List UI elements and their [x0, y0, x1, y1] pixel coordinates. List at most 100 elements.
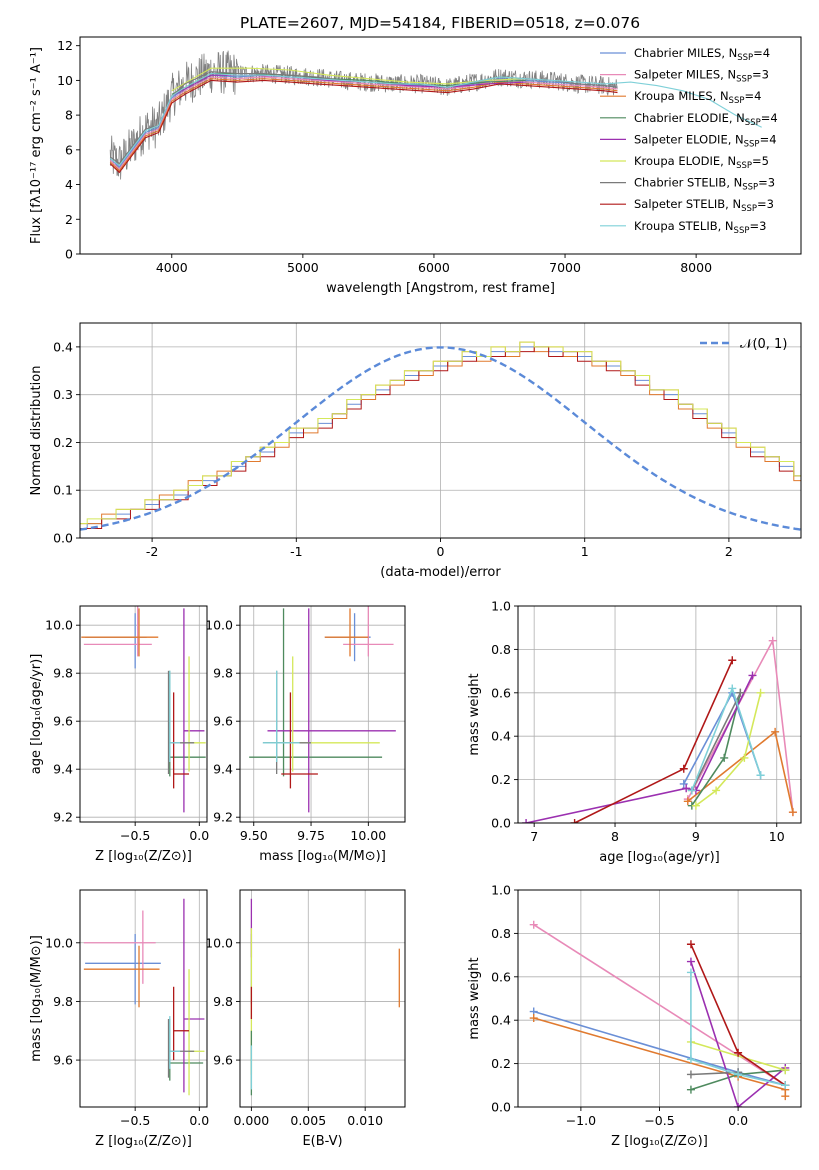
- spectrum-series-salpeter-stelib: [109, 79, 618, 174]
- spectrum-panel: 4000 5000 6000 7000 8000 0 2 4 6 8 10 12 wavelength …: [29, 36, 802, 296]
- mass-vs-Z-xlabel: Z [log₁₀(Z/Z⊙)]: [95, 1134, 192, 1149]
- histogram-series-kroupa-elodie: [80, 341, 801, 525]
- spectrum-legend-label: Kroupa ELODIE, NSSP=5: [634, 154, 769, 171]
- age-vs-Z-ytick-label: 10.0: [45, 618, 73, 633]
- weight-vs-Z-ytick-label: 0.2: [491, 1056, 511, 1071]
- mass-vs-Z-ytick-label: 9.8: [53, 994, 73, 1009]
- weight-vs-age-point-marker: [691, 801, 700, 810]
- age-vs-mass-xtick-label: 9.75: [297, 828, 325, 843]
- weight-vs-Z-point-marker: [781, 1081, 790, 1090]
- weight-vs-age-point-marker: [679, 764, 688, 773]
- weight-vs-age-point-marker: [756, 688, 765, 697]
- spectrum-ytick-label: 8: [65, 108, 73, 123]
- weight-vs-age-ytick-label: 0.4: [491, 729, 511, 744]
- spectrum-ytick-label: 12: [57, 38, 73, 53]
- mass-vs-Z-ytick-label: 9.6: [53, 1053, 73, 1068]
- weight-vs-age-frame: [517, 605, 802, 824]
- age-vs-Z-ytick-label: 9.2: [53, 810, 73, 825]
- residuals-ytick-label: 0.2: [53, 435, 73, 450]
- residuals-ytick-label: 0.0: [53, 531, 73, 546]
- weight-vs-Z-point-marker: [686, 957, 695, 966]
- weight-vs-Z-ytick-label: 0.0: [491, 1100, 511, 1115]
- weight-vs-Z-point-marker: [734, 1103, 743, 1107]
- weight-vs-Z-ytick-label: 1.0: [491, 883, 511, 898]
- age-vs-mass-xtick-label: 10.00: [350, 828, 386, 843]
- mass-vs-Z-ytick-label: 10.0: [45, 935, 73, 950]
- mass-vs-ebv-xtick-label: 0.005: [290, 1113, 326, 1128]
- weight-vs-Z-ytick-label: 0.8: [491, 926, 511, 941]
- weight-vs-Z-point-marker: [734, 1070, 743, 1079]
- spectrum-ytick-label: 2: [65, 212, 73, 227]
- spectrum-series-kroupa-stelib: [109, 72, 762, 167]
- weight-vs-Z-ylabel: mass weight: [467, 957, 482, 1039]
- residuals-xlabel: (data-model)/error: [380, 565, 501, 580]
- spectrum-ytick-label: 10: [57, 73, 73, 88]
- figure-title: PLATE=2607, MJD=54184, FIBERID=0518, z=0…: [240, 14, 640, 32]
- spectrum-legend-label: Kroupa STELIB, NSSP=3: [634, 219, 766, 236]
- age-vs-Z-plot-area: [81, 606, 206, 813]
- mass-vs-ebv-frame: [239, 889, 406, 1108]
- mass-vs-Z-xtick-label: 0.0: [189, 1113, 209, 1128]
- weight-vs-age-xtick-label: 8: [611, 829, 619, 844]
- spectrum-legend-label: Salpeter STELIB, NSSP=3: [634, 197, 774, 214]
- weight-vs-Z-point-marker: [529, 1014, 538, 1023]
- weight-vs-age-point-marker: [720, 753, 729, 762]
- weight-vs-age-point-marker: [712, 786, 721, 795]
- residuals-plot-area: [80, 341, 801, 531]
- weight-vs-Z-point-marker: [781, 1066, 790, 1075]
- spectrum-xtick-label: 8000: [680, 260, 712, 275]
- spectrum-ytick-label: 0: [65, 247, 73, 262]
- mass-vs-ebv-ytick-label: 10.0: [205, 935, 233, 950]
- weight-vs-age-panel: 7 8 9 10 0.0 0.2 0.4 0.6 0.8 1.0 age [log₁₀(age/yr…: [467, 599, 802, 865]
- weight-vs-age-point-marker: [728, 684, 737, 693]
- age-vs-Z-ylabel: age [log₁₀(age/yr)]: [29, 654, 44, 775]
- weight-vs-age-ytick-label: 0.8: [491, 642, 511, 657]
- weight-vs-Z-series-line: [533, 924, 786, 1086]
- residuals-frame: [79, 322, 802, 539]
- weight-vs-age-series-line: [691, 686, 762, 791]
- spectrum-ylabel: Flux [fλ10⁻¹⁷ erg cm⁻² s⁻¹ A⁻¹]: [29, 47, 44, 244]
- weight-vs-Z-point-marker: [686, 968, 695, 977]
- residuals-xtick-label: 1: [581, 544, 589, 559]
- weight-vs-age-xtick-label: 9: [692, 829, 700, 844]
- residuals-ytick-label: 0.1: [53, 483, 73, 498]
- weight-vs-age-series-line: [525, 675, 754, 823]
- spectrum-legend-label: Kroupa MILES, NSSP=4: [634, 89, 761, 106]
- mass-vs-ebv-xtick-label: 0.000: [233, 1113, 269, 1128]
- weight-vs-age-ytick-label: 1.0: [491, 599, 511, 614]
- spectrum-series-kroupa-miles: [109, 78, 618, 172]
- histogram-legend-label: 𝒩(0, 1): [740, 337, 787, 352]
- spectrum-legend-label: Salpeter ELODIE, NSSP=4: [634, 132, 777, 149]
- weight-vs-age-point-marker: [682, 784, 691, 793]
- weight-vs-age-ytick-label: 0.0: [491, 816, 511, 831]
- age-vs-Z-ytick-label: 9.4: [53, 762, 73, 777]
- weight-vs-age-ytick-label: 0.6: [491, 685, 511, 700]
- weight-vs-age-point-marker: [771, 727, 780, 736]
- weight-vs-Z-point-marker: [781, 1092, 790, 1101]
- weight-vs-age-point-marker: [748, 671, 757, 680]
- mass-vs-ebv-ytick-label: 9.8: [213, 994, 233, 1009]
- mass-vs-ebv-xtick-label: 0.010: [347, 1113, 383, 1128]
- weight-vs-Z-point-marker: [734, 1048, 743, 1057]
- weight-vs-age-ytick-label: 0.2: [491, 772, 511, 787]
- residuals-ytick-label: 0.3: [53, 387, 73, 402]
- spectrum-xtick-label: 6000: [418, 260, 450, 275]
- age-vs-mass-plot-area: [249, 606, 396, 813]
- age-vs-Z-ytick-label: 9.8: [53, 666, 73, 681]
- spectrum-xtick-label: 7000: [549, 260, 581, 275]
- spectrum-frame: [79, 36, 802, 255]
- weight-vs-age-point-marker: [728, 656, 737, 665]
- weight-vs-Z-point-marker: [529, 920, 538, 929]
- spectrum-ytick-label: 4: [65, 177, 73, 192]
- age-vs-Z-frame: [79, 605, 208, 823]
- weight-vs-age-point-marker: [683, 797, 692, 806]
- spectrum-xtick-label: 5000: [287, 260, 319, 275]
- weight-vs-age-point-marker: [570, 819, 579, 823]
- age-vs-mass-ytick-label: 9.8: [213, 666, 233, 681]
- weight-vs-Z-xtick-label: −1.0: [566, 1113, 596, 1128]
- age-vs-mass-xtick-label: 9.50: [240, 828, 268, 843]
- weight-vs-age-point-marker: [522, 819, 531, 823]
- weight-vs-Z-xtick-label: −0.5: [644, 1113, 674, 1128]
- mass-vs-Z-panel: −0.5 0.0 9.6 9.8 10.0 Z [log₁₀(Z/Z⊙)] mass [lo…: [29, 889, 209, 1149]
- residuals-xtick-label: -2: [146, 544, 158, 559]
